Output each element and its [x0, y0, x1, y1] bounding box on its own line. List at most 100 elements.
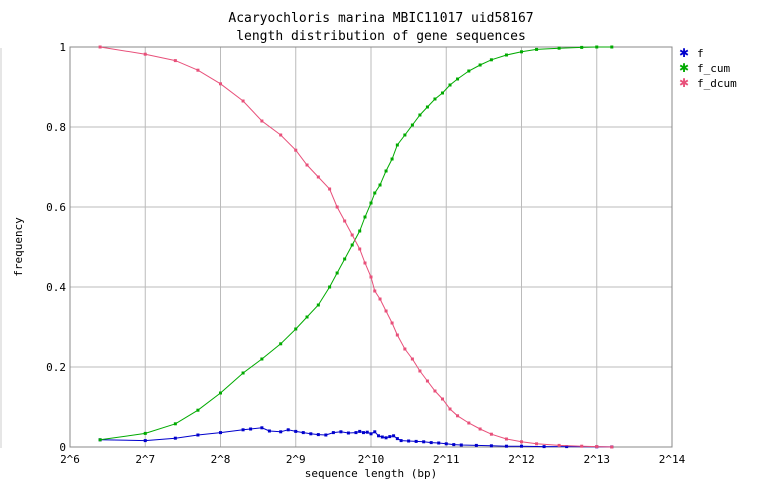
data-point: [384, 309, 388, 313]
data-point: [279, 430, 283, 434]
data-point: [260, 357, 264, 361]
data-point: [219, 391, 222, 395]
data-point: [557, 46, 561, 50]
data-point: [316, 303, 320, 307]
grid: [0, 47, 672, 448]
data-point: [595, 45, 599, 49]
data-point: [98, 45, 102, 49]
data-point: [456, 77, 460, 81]
data-point: [279, 133, 283, 137]
data-point: [309, 432, 313, 436]
data-point: [98, 438, 102, 442]
data-point: [504, 437, 508, 441]
data-point: [335, 205, 339, 209]
series-f_dcum: [98, 45, 614, 449]
data-point: [437, 441, 441, 445]
plot-frame: [69, 46, 673, 448]
data-point: [219, 82, 222, 86]
data-point: [279, 342, 283, 346]
y-tick-label: 1: [59, 41, 66, 54]
data-point: [595, 445, 599, 449]
legend-item-f: ✱ f: [679, 46, 704, 60]
data-point: [378, 183, 382, 187]
tick-labels: 2^6 2^7 2^8 2^9 2^10 2^11 2^12 2^13 2^14 0 0.2 0.4 0…: [46, 41, 685, 466]
data-point: [363, 215, 367, 219]
data-point: [565, 445, 569, 449]
data-point: [358, 229, 362, 233]
chart-title-line1: Acaryochloris marina MBIC11017 uid58167: [228, 11, 533, 26]
legend-marker-icon: ✱: [679, 46, 689, 60]
data-point: [395, 333, 399, 337]
data-point: [557, 443, 561, 447]
x-tick-label: 2^12: [508, 453, 535, 466]
y-tick-label: 0.8: [46, 121, 66, 134]
data-point: [459, 443, 463, 447]
data-point: [369, 201, 373, 205]
data-point: [196, 68, 200, 72]
data-point: [390, 157, 394, 161]
legend-label: f_cum: [697, 62, 730, 75]
data-point: [410, 123, 414, 127]
data-point: [143, 439, 147, 443]
data-point: [305, 163, 309, 167]
legend-item-f_dcum: ✱ f_dcum: [679, 76, 737, 90]
x-tick-label: 2^11: [433, 453, 460, 466]
x-tick-label: 2^9: [286, 453, 306, 466]
data-point: [418, 113, 422, 117]
data-point: [456, 414, 460, 418]
data-point: [392, 434, 396, 438]
data-point: [373, 430, 377, 434]
data-point: [196, 408, 200, 412]
data-point: [358, 429, 362, 433]
data-point: [173, 436, 177, 440]
data-point: [504, 444, 508, 448]
data-point: [196, 433, 200, 437]
data-point: [580, 45, 584, 49]
y-tick-label: 0.2: [46, 361, 66, 374]
series-line-f_cum: [100, 46, 612, 441]
data-point: [363, 261, 367, 265]
chart-title-line2: length distribution of gene sequences: [236, 29, 526, 44]
x-tick-label: 2^7: [135, 453, 155, 466]
data-point: [452, 443, 456, 447]
data-point: [365, 430, 369, 434]
y-tick-label: 0.6: [46, 201, 66, 214]
data-point: [448, 407, 452, 411]
data-point: [373, 191, 377, 195]
data-point: [241, 99, 245, 103]
data-point: [384, 169, 388, 173]
data-point: [425, 105, 429, 109]
data-point: [373, 289, 377, 293]
data-point: [328, 285, 332, 289]
data-point: [478, 63, 482, 67]
data-point: [294, 327, 298, 331]
data-point: [520, 444, 523, 448]
data-point: [354, 431, 358, 435]
data-point: [444, 442, 448, 446]
data-point: [535, 442, 539, 446]
data-point: [143, 52, 147, 56]
data-point: [331, 431, 335, 435]
data-point: [369, 275, 373, 279]
data-point: [535, 47, 539, 51]
data-point: [610, 445, 614, 449]
data-point: [378, 297, 382, 301]
legend-label: f: [697, 47, 704, 60]
data-point: [433, 97, 437, 101]
data-point: [390, 321, 394, 325]
data-point: [489, 58, 493, 62]
data-point: [403, 347, 407, 351]
legend-label: f_dcum: [697, 77, 737, 90]
data-point: [343, 219, 347, 223]
data-point: [410, 357, 414, 361]
data-point: [294, 429, 298, 433]
y-tick-label: 0.4: [46, 281, 66, 294]
series-f_cum: [98, 45, 614, 442]
data-point: [343, 257, 347, 261]
data-point: [377, 434, 381, 438]
data-point: [143, 431, 147, 435]
data-point: [489, 444, 493, 448]
x-tick-label: 2^6: [60, 453, 80, 466]
data-point: [395, 143, 399, 147]
data-point: [316, 175, 320, 179]
